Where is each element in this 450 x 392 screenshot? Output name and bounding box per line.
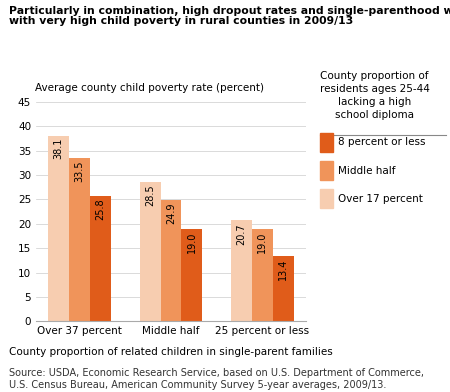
Bar <box>181 229 203 321</box>
Text: 8 percent or less: 8 percent or less <box>338 137 426 147</box>
Text: County proportion of related children in single-parent families: County proportion of related children in… <box>9 347 333 357</box>
Text: 28.5: 28.5 <box>145 185 155 207</box>
Bar <box>252 229 273 321</box>
Text: 33.5: 33.5 <box>75 160 85 182</box>
Text: 19.0: 19.0 <box>257 231 267 252</box>
Text: Source: USDA, Economic Research Service, based on U.S. Department of Commerce,
U: Source: USDA, Economic Research Service,… <box>9 368 424 390</box>
Text: 38.1: 38.1 <box>54 138 64 160</box>
Text: Particularly in combination, high dropout rates and single-parenthood were assoc: Particularly in combination, high dropou… <box>9 6 450 16</box>
Bar <box>161 200 181 321</box>
Text: 24.9: 24.9 <box>166 202 176 224</box>
Text: Middle half: Middle half <box>338 165 396 176</box>
Text: 19.0: 19.0 <box>187 231 197 252</box>
Text: Over 17 percent: Over 17 percent <box>338 194 423 204</box>
Bar <box>231 220 252 321</box>
Text: 25.8: 25.8 <box>96 198 106 220</box>
Text: 20.7: 20.7 <box>236 223 246 245</box>
Text: 13.4: 13.4 <box>278 258 288 280</box>
Text: County proportion of
residents ages 25-44
lacking a high
school diploma: County proportion of residents ages 25-4… <box>320 71 429 120</box>
Bar <box>140 182 161 321</box>
Text: with very high child poverty in rural counties in 2009/13: with very high child poverty in rural co… <box>9 16 353 27</box>
Text: Average county child poverty rate (percent): Average county child poverty rate (perce… <box>35 83 264 93</box>
Bar <box>90 196 111 321</box>
Bar <box>48 136 69 321</box>
Bar <box>69 158 90 321</box>
Bar <box>273 256 294 321</box>
